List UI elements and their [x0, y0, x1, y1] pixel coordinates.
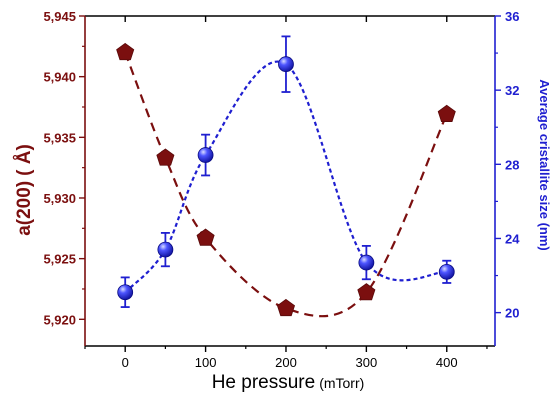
- y-left-tick-label: 5,935: [43, 130, 76, 145]
- x-tick-label: 400: [436, 355, 458, 370]
- x-axis-label-unit: (mTorr): [319, 375, 364, 391]
- y-left-tick-label: 5,920: [43, 312, 76, 327]
- sphere-marker: [438, 263, 455, 280]
- pentagon-marker: [276, 298, 296, 317]
- sphere-marker: [197, 147, 214, 163]
- y-axis-left-label-unit: ( Å): [14, 144, 35, 176]
- y-left-tick-label: 5,945: [43, 9, 76, 24]
- pentagon-marker: [437, 104, 456, 122]
- y-axis-left-label: a(200) ( Å): [14, 144, 35, 236]
- y-left-tick-label: 5,930: [43, 191, 76, 206]
- pentagon-marker: [116, 42, 135, 61]
- y-right-tick-label: 36: [505, 9, 519, 24]
- y-right-tick-label: 32: [505, 83, 519, 98]
- x-tick-label: 0: [122, 355, 129, 370]
- x-axis-label-main: He pressure: [212, 372, 316, 393]
- x-tick-label: 200: [275, 355, 297, 370]
- sphere-marker: [117, 284, 134, 301]
- y-left-tick-label: 5,940: [43, 70, 76, 85]
- pentagon-marker: [196, 228, 215, 246]
- pentagon-marker: [357, 283, 376, 301]
- y-right-tick-label: 28: [505, 157, 519, 172]
- data-markers: [116, 35, 456, 317]
- sphere-marker: [157, 241, 174, 258]
- y-left-tick-label: 5,925: [43, 252, 76, 267]
- sphere-marker: [278, 56, 294, 73]
- y-axis-left-label-main: a(200): [14, 181, 35, 236]
- x-tick-label: 300: [356, 355, 378, 370]
- y-right-tick-label: 24: [505, 231, 520, 246]
- pentagon-marker: [156, 148, 175, 166]
- sphere-marker: [358, 254, 375, 271]
- y-axis-right-label: Average cristallite size (nm): [537, 79, 550, 250]
- axes: 0 100 200 300 400 5,920 5,925 5,930 5,935 5,940 5,…: [43, 9, 520, 370]
- fit-curve-crystallite: [124, 60, 447, 294]
- x-tick-label: 100: [195, 355, 217, 370]
- x-axis-label: He pressure (mTorr): [212, 372, 365, 393]
- y-right-tick-label: 20: [505, 306, 519, 321]
